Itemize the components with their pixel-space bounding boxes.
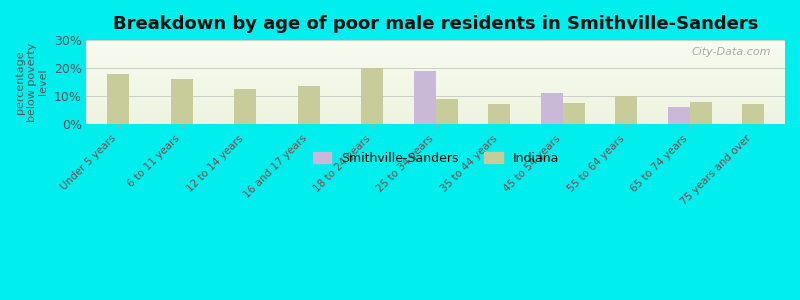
Bar [667,107,690,124]
Bar [234,89,256,124]
Bar [170,79,193,124]
Bar [298,86,320,124]
Bar [488,104,510,124]
Bar [615,96,638,124]
Bar [414,71,436,124]
Text: City-Data.com: City-Data.com [691,47,771,57]
Bar [690,102,712,124]
Legend: Smithville-Sanders, Indiana: Smithville-Sanders, Indiana [307,147,564,170]
Bar [361,68,383,124]
Title: Breakdown by age of poor male residents in Smithville-Sanders: Breakdown by age of poor male residents … [113,15,758,33]
Bar [562,103,585,124]
Bar [541,93,562,124]
Y-axis label: percentage
below poverty
level: percentage below poverty level [15,42,48,122]
Bar [436,99,458,124]
Bar [742,104,764,124]
Bar [107,74,130,124]
